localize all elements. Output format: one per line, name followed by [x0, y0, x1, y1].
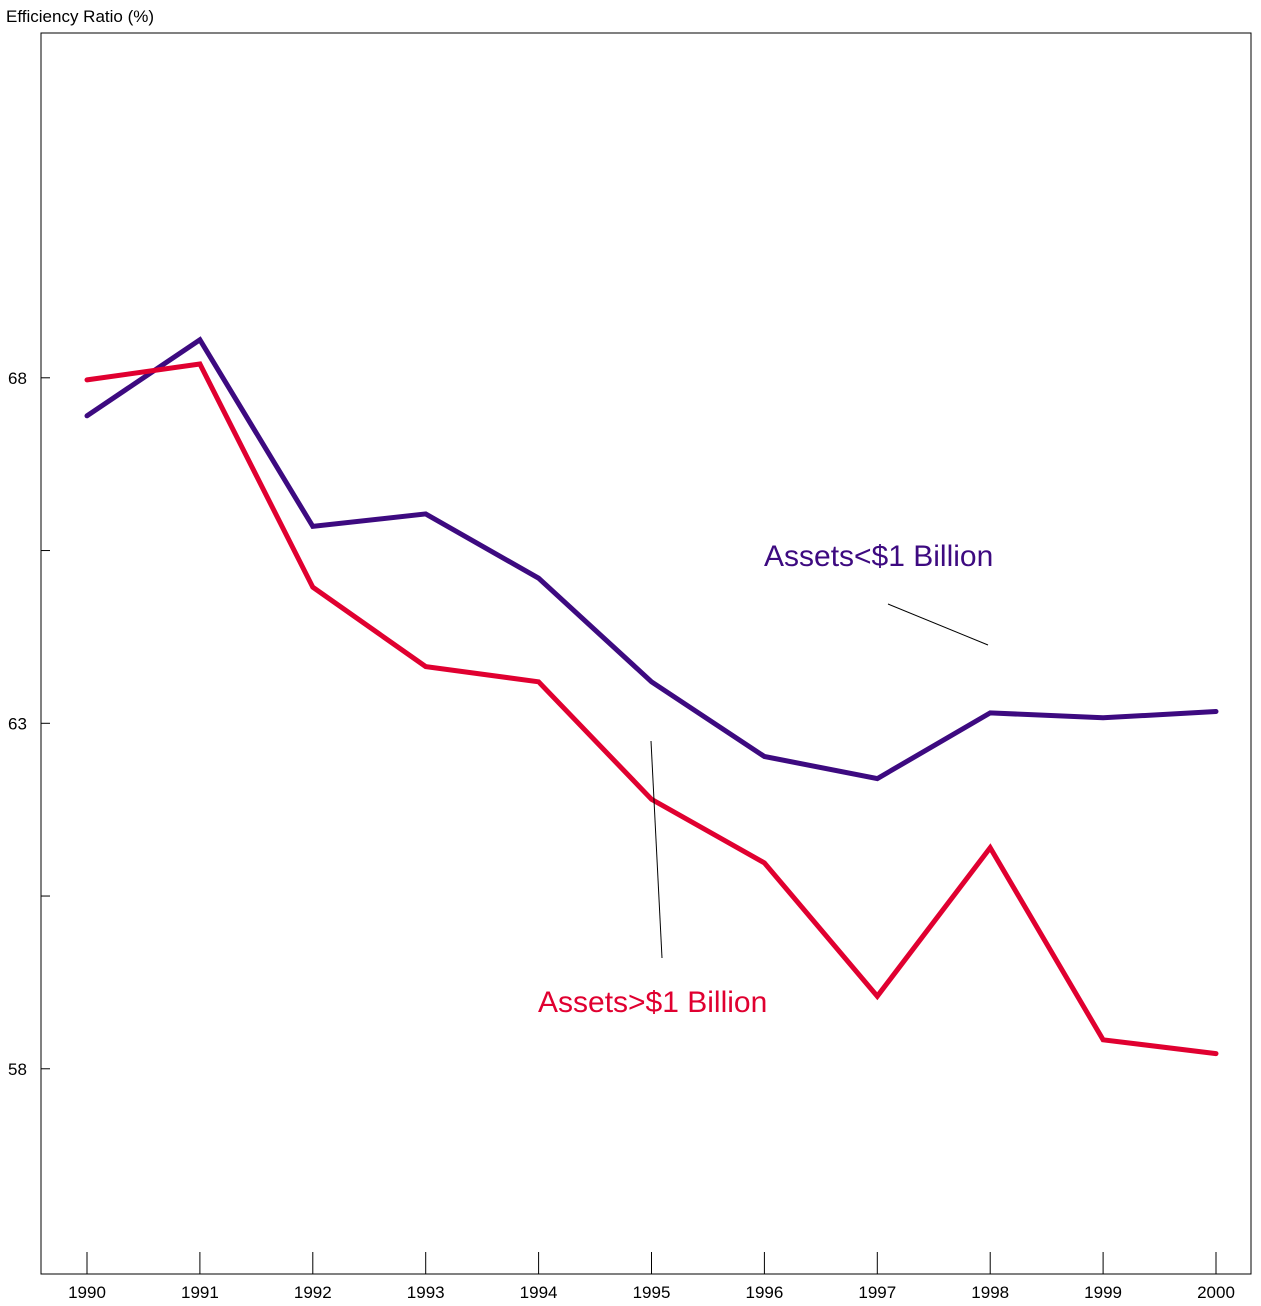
- series-label-leader-2: [650, 740, 663, 959]
- x-tick-label-1992: 1992: [294, 1283, 332, 1302]
- x-tick-label-2000: 2000: [1197, 1283, 1235, 1302]
- x-tick-label-1996: 1996: [745, 1283, 783, 1302]
- x-tick-label-1995: 1995: [633, 1283, 671, 1302]
- x-tick-label-1993: 1993: [407, 1283, 445, 1302]
- x-axis: 1990 1991 1992 1993 1994 1995 1996 1997 1998 1999…: [68, 1252, 1235, 1302]
- x-tick-label-1994: 1994: [520, 1283, 558, 1302]
- x-tick-label-1998: 1998: [971, 1283, 1009, 1302]
- y-tick-label-63: 63: [8, 714, 27, 733]
- series-annotations: Assets<$1 Billion Assets>$1 Billion: [538, 540, 993, 1019]
- y-axis-title: Efficiency Ratio (%): [6, 7, 154, 26]
- series-label-leader-1: [887, 603, 989, 646]
- series-line-0: [84, 336, 1219, 782]
- series-layer: [84, 336, 1219, 1057]
- x-tick-label-1999: 1999: [1084, 1283, 1122, 1302]
- series-label-assets-over-1b: Assets>$1 Billion: [538, 986, 767, 1019]
- plot-frame: [40, 32, 1252, 1275]
- x-tick-label-1991: 1991: [181, 1283, 219, 1302]
- x-tick-label-1997: 1997: [858, 1283, 896, 1302]
- series-label-assets-under-1b: Assets<$1 Billion: [764, 540, 993, 573]
- y-tick-label-68: 68: [8, 369, 27, 388]
- x-tick-label-1990: 1990: [68, 1283, 106, 1302]
- y-axis: 58 63 68: [8, 369, 50, 1079]
- series-line-1: [84, 361, 1219, 1057]
- y-tick-label-58: 58: [8, 1060, 27, 1079]
